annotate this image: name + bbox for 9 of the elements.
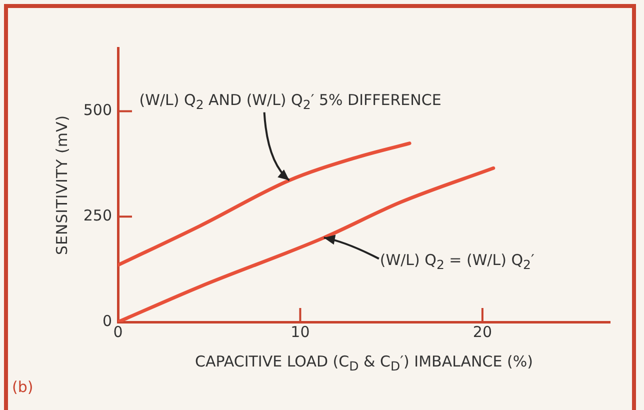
y-axis-title: SENSITIVITY (mV) <box>53 114 71 256</box>
x-tick-label: 20 <box>472 322 492 341</box>
y-tick-label: 500 <box>83 101 112 120</box>
y-tick-label: 250 <box>83 206 112 225</box>
text: (b) <box>12 377 34 398</box>
annotation: (W/L) Q$_{2}$ = (W/L) Q$_{2}$′ <box>380 250 534 274</box>
x-tick-label: 10 <box>290 322 310 341</box>
x-axis-title: CAPACITIVE LOAD (C$_{D}$ & C$_{D}$′) IMBALANCE (%) <box>195 352 533 374</box>
annotation: (W/L) Q$_{2}$ AND (W/L) Q$_{2}$′ 5% DIFFERENCE <box>139 90 442 114</box>
